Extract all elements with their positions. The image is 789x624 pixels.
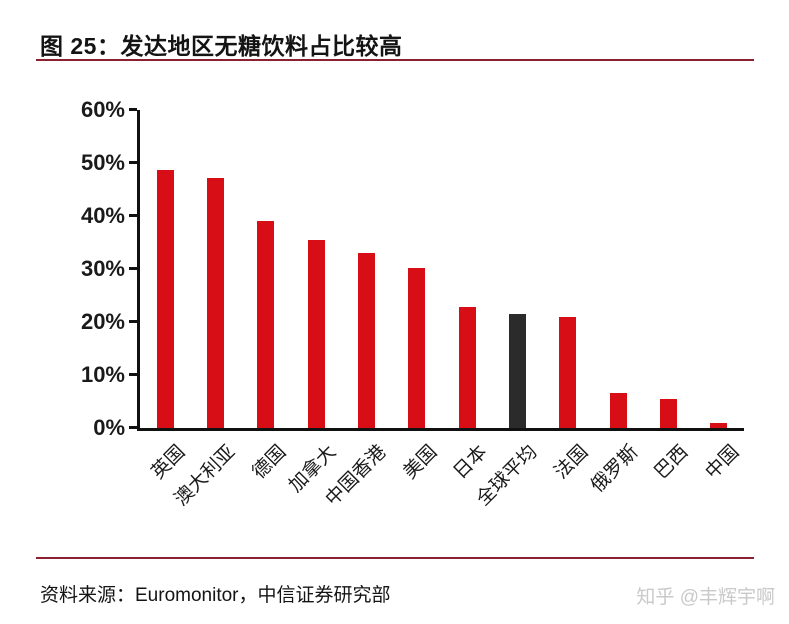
bar-9 — [559, 316, 577, 428]
bar-2 — [207, 177, 224, 428]
title-divider-line — [36, 59, 754, 61]
y-axis-tick-mark — [129, 108, 137, 111]
bar-3 — [257, 220, 275, 428]
footer-divider-line — [36, 557, 754, 559]
y-axis-tick-mark — [129, 320, 137, 323]
y-axis-tick-label: 30% — [80, 256, 125, 281]
bar-11 — [660, 399, 677, 428]
bar-8 — [509, 313, 526, 428]
y-axis-tick-mark — [129, 161, 137, 164]
y-axis-tick-label: 50% — [80, 150, 125, 175]
bar-4 — [307, 240, 325, 428]
bar-5 — [358, 253, 375, 428]
x-axis-category-label: 俄罗斯 — [587, 441, 643, 497]
y-axis-tick-label: 40% — [80, 203, 125, 228]
plot-area: 英国 澳大利亚 德国 加拿大 中国香港 美国 日本 全球平均 法国 俄罗斯 巴西 中国 — [129, 108, 744, 510]
x-axis-category-label: 美国 — [399, 441, 442, 484]
bar-7 — [458, 307, 476, 428]
bar-1 — [156, 169, 174, 428]
y-axis-tick-label: 10% — [80, 362, 125, 387]
y-axis-tick-label: 0% — [93, 415, 125, 440]
bar-10 — [609, 393, 627, 428]
y-axis-tick-mark — [129, 426, 137, 429]
bar-6 — [408, 268, 426, 428]
figure-title: 图 25：发达地区无糖饮料占比较高 — [40, 33, 403, 59]
bar-12 — [710, 423, 728, 428]
y-axis-labels: 0% 10% 20% 30% 40% 50% 60% — [20, 97, 125, 440]
y-axis-tick-mark — [129, 373, 137, 376]
y-axis-tick-label: 20% — [80, 309, 125, 334]
y-axis-tick-label: 60% — [80, 97, 125, 122]
y-axis-tick-mark — [129, 214, 137, 217]
x-axis-category-label: 巴西 — [651, 441, 693, 484]
y-axis-tick-mark — [129, 267, 137, 270]
x-axis-category-label: 中国 — [701, 441, 744, 484]
watermark-text: 知乎 @丰辉宇啊 — [636, 587, 775, 608]
source-text: 资料来源：Euromonitor，中信证券研究部 — [40, 585, 391, 606]
